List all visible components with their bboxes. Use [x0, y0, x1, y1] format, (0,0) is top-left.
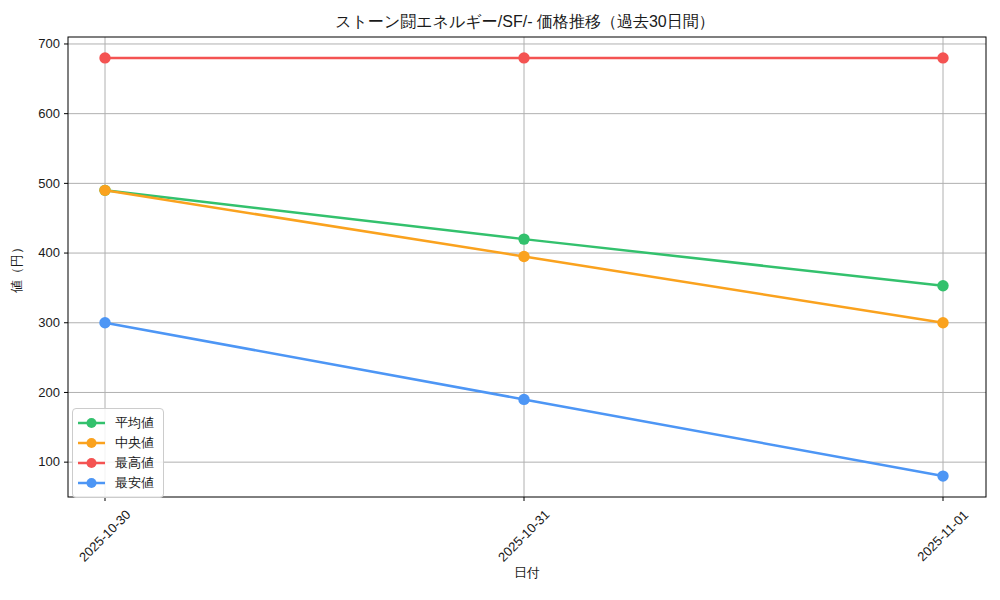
y-tick-label: 600: [38, 106, 60, 121]
legend-label: 平均値: [115, 414, 154, 432]
legend-marker: [78, 437, 105, 449]
y-tick-label: 300: [38, 315, 60, 330]
legend-marker: [78, 457, 105, 469]
series-point: [99, 317, 110, 328]
x-tick-label: 2025-10-31: [495, 507, 553, 565]
legend-item: 平均値: [78, 413, 154, 433]
y-tick-label: 100: [38, 454, 60, 469]
x-tick-label: 2025-11-01: [914, 507, 971, 564]
legend-label: 最高値: [115, 454, 154, 472]
chart-title: ストーン闘エネルギー/SF/- 価格推移（過去30日間）: [335, 12, 715, 33]
legend-marker: [78, 417, 105, 429]
series-point: [937, 317, 948, 328]
plot-border: [68, 37, 986, 497]
series-point: [937, 280, 948, 291]
x-axis-label: 日付: [514, 564, 540, 582]
legend-marker: [78, 477, 105, 489]
series-point: [518, 233, 529, 244]
series-point: [518, 52, 529, 63]
y-tick-label: 400: [38, 245, 60, 260]
legend-label: 最安値: [115, 474, 154, 492]
legend-item: 最安値: [78, 473, 154, 493]
y-axis-label: 値（円）: [8, 241, 26, 293]
series-point: [518, 251, 529, 262]
y-tick-label: 700: [38, 36, 60, 51]
series-point: [937, 470, 948, 481]
legend-label: 中央値: [115, 434, 154, 452]
legend-item: 最高値: [78, 453, 154, 473]
series-point: [99, 52, 110, 63]
x-tick-label: 2025-10-30: [76, 507, 134, 565]
series-point: [937, 52, 948, 63]
plot-area: 100 200 300 400 500 600 700 2025-10-30 2025-10-3…: [0, 0, 1000, 600]
series-point: [99, 185, 110, 196]
y-tick-label: 200: [38, 385, 60, 400]
legend-item: 中央値: [78, 433, 154, 453]
price-history-chart: 100 200 300 400 500 600 700 2025-10-30 2025-10-3…: [0, 0, 1000, 600]
legend: 平均値中央値最高値最安値: [72, 408, 164, 498]
y-tick-label: 500: [38, 176, 60, 191]
series-point: [518, 394, 529, 405]
